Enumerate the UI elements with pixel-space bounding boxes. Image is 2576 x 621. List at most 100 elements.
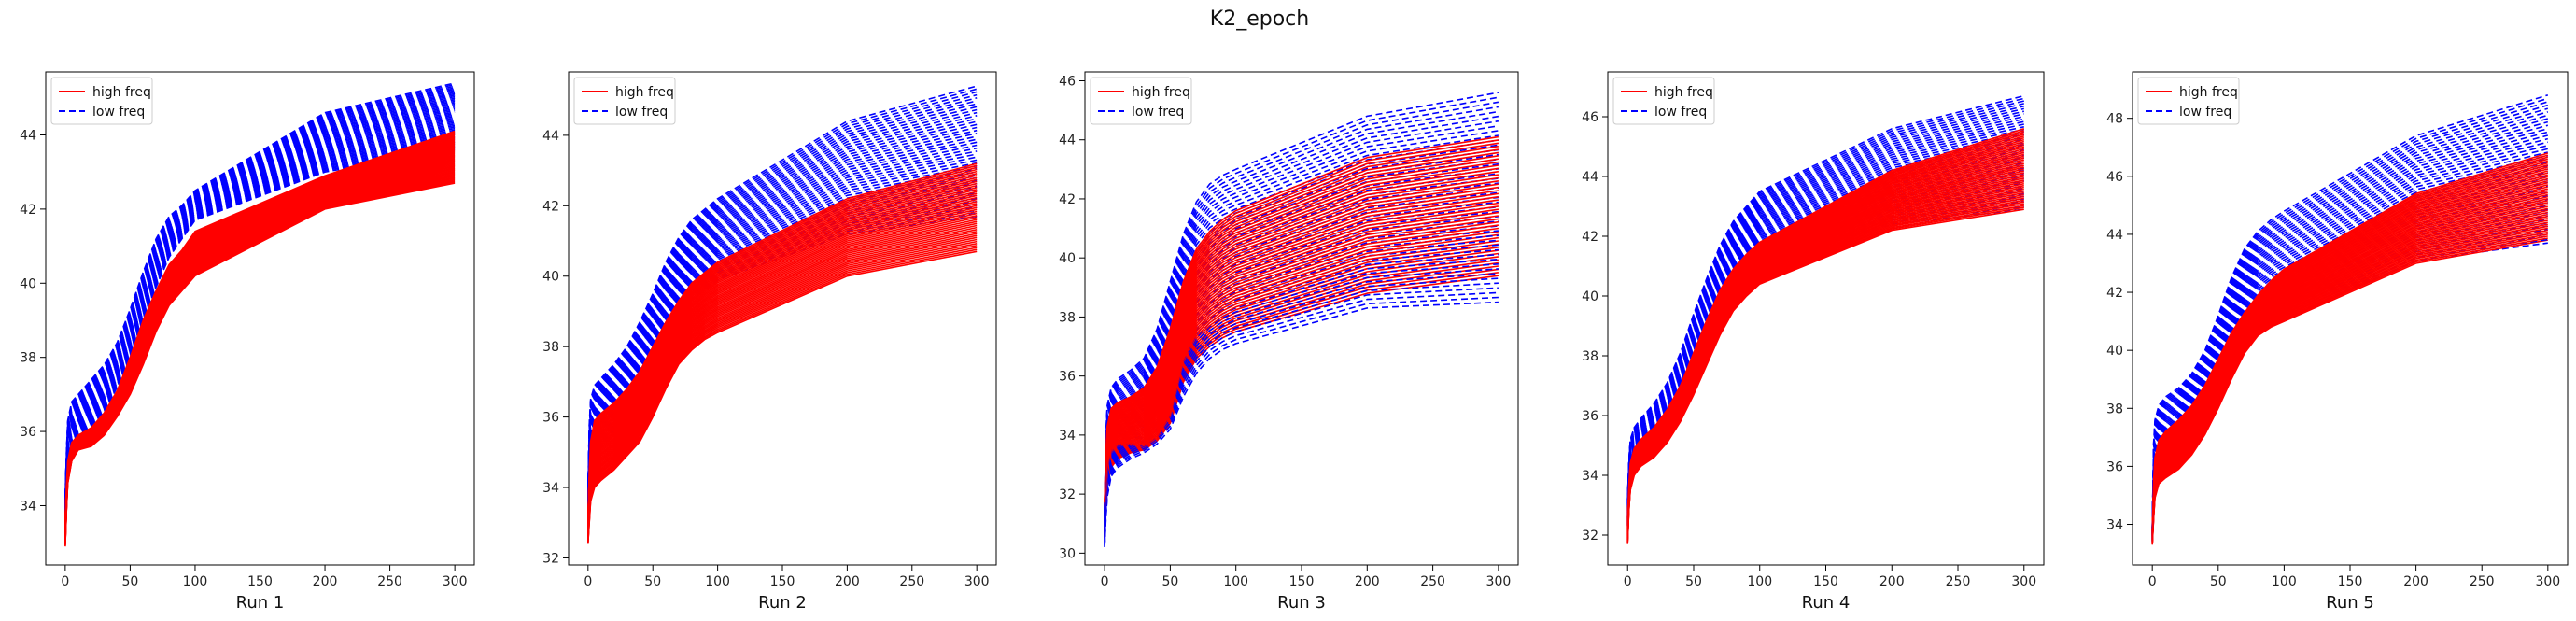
y-tick-label: 44 <box>20 128 36 143</box>
y-tick-label: 36 <box>20 425 36 440</box>
x-tick-label: 0 <box>584 574 592 589</box>
low-freq-line <box>1104 296 1499 547</box>
y-tick-label: 42 <box>20 203 36 218</box>
x-axis-label: Run 2 <box>758 593 807 613</box>
low-freq-line <box>64 82 456 495</box>
series-lines <box>1626 94 2025 544</box>
legend-high-freq-label: high freq <box>92 85 151 100</box>
y-tick-label: 44 <box>1582 170 1598 185</box>
axes-frame <box>1084 71 1519 566</box>
y-tick-label: 42 <box>2106 286 2123 301</box>
subplot-run-4: 0 50 100 150 200 250 300 32 34 36 38 40 42 44 46 Run 4 h… <box>1582 71 2045 613</box>
x-tick-label: 50 <box>2210 574 2227 589</box>
y-tick-label: 36 <box>542 411 559 426</box>
y-tick-label: 40 <box>20 276 36 291</box>
x-tick-label: 0 <box>1624 574 1632 589</box>
high-freq-line <box>1104 135 1499 501</box>
y-tick-label: 34 <box>542 481 559 496</box>
series-lines <box>2151 94 2549 545</box>
low-freq-line <box>1104 134 1499 517</box>
y-tick-label: 46 <box>1582 110 1598 125</box>
legend-box <box>50 77 153 125</box>
legend: high freq low freq <box>573 77 676 125</box>
y-tick-label: 38 <box>1059 310 1076 325</box>
x-tick-label: 100 <box>1747 574 1772 589</box>
x-tick-label: 200 <box>835 574 860 589</box>
low-freq-line <box>64 144 456 519</box>
y-tick-label: 40 <box>1582 289 1598 304</box>
high-freq-line <box>64 144 456 526</box>
y-tick-label: 38 <box>1582 349 1598 364</box>
y-tick-label: 42 <box>1582 230 1598 245</box>
series-lines <box>1104 92 1499 548</box>
x-axis-label: Run 5 <box>2326 593 2374 613</box>
y-tick-label: 34 <box>20 499 36 514</box>
x-tick-label: 50 <box>1685 574 1702 589</box>
x-tick-label: 250 <box>1946 574 1971 589</box>
y-tick-label: 44 <box>2106 228 2123 243</box>
y-tick-label: 48 <box>2106 112 2123 127</box>
x-tick-label: 300 <box>2535 574 2560 589</box>
x-tick-label: 50 <box>121 574 138 589</box>
x-tick-label: 0 <box>1101 574 1109 589</box>
x-tick-label: 300 <box>1486 574 1512 589</box>
x-tick-label: 0 <box>2148 574 2157 589</box>
y-tick-label: 40 <box>2106 344 2123 359</box>
x-tick-label: 150 <box>1813 574 1838 589</box>
low-freq-line <box>2151 97 2549 529</box>
legend-low-freq-label: low freq <box>615 105 668 120</box>
x-tick-label: 200 <box>1355 574 1380 589</box>
x-tick-label: 100 <box>183 574 208 589</box>
x-tick-label: 150 <box>2338 574 2363 589</box>
legend: high freq low freq <box>1612 77 1715 125</box>
low-freq-line <box>1626 94 2024 500</box>
high-freq-line <box>64 141 456 523</box>
y-tick-label: 32 <box>1582 529 1598 543</box>
low-freq-line <box>2151 151 2548 533</box>
y-tick-label: 36 <box>1582 409 1598 424</box>
x-tick-label: 300 <box>443 574 468 589</box>
low-freq-line <box>1104 268 1499 542</box>
y-tick-label: 32 <box>1059 487 1076 502</box>
low-freq-line <box>1104 187 1499 527</box>
x-tick-label: 100 <box>1223 574 1248 589</box>
low-freq-line <box>1104 130 1499 516</box>
series-lines <box>587 85 978 544</box>
legend-box <box>573 77 676 125</box>
legend-high-freq-label: high freq <box>615 85 674 100</box>
legend-low-freq-label: low freq <box>92 105 145 120</box>
x-tick-label: 150 <box>1289 574 1315 589</box>
legend: high freq low freq <box>2137 77 2240 125</box>
subplot-run-2: 0 50 100 150 200 250 300 32 34 36 38 40 42 44 Run 2 hig… <box>542 71 997 613</box>
low-freq-line <box>1104 101 1499 511</box>
low-freq-line <box>587 85 978 488</box>
legend-box <box>2137 77 2240 125</box>
high-freq-line <box>64 130 456 517</box>
x-tick-label: 50 <box>644 574 661 589</box>
high-freq-line <box>2151 152 2549 530</box>
legend-low-freq-label: low freq <box>2179 105 2231 120</box>
x-axis-label: Run 4 <box>1802 593 1851 613</box>
low-freq-line <box>1104 96 1499 510</box>
legend: high freq low freq <box>1090 77 1192 125</box>
series-lines <box>64 82 456 547</box>
low-freq-line <box>64 127 456 513</box>
low-freq-line <box>1626 120 2024 506</box>
x-tick-label: 300 <box>2011 574 2036 589</box>
x-tick-label: 150 <box>770 574 795 589</box>
x-tick-label: 0 <box>61 574 69 589</box>
low-freq-line <box>64 129 456 514</box>
low-freq-line <box>2151 104 2549 529</box>
x-tick-label: 100 <box>2272 574 2297 589</box>
subplot-run-5: 0 50 100 150 200 250 300 34 36 38 40 42 44 46 48 Run 5 h… <box>2106 71 2569 613</box>
x-tick-label: 100 <box>705 574 730 589</box>
high-freq-line <box>587 162 978 516</box>
x-tick-label: 200 <box>1879 574 1905 589</box>
y-tick-label: 46 <box>2106 170 2123 185</box>
x-tick-label: 200 <box>2403 574 2428 589</box>
y-tick-label: 42 <box>542 199 559 214</box>
x-tick-label: 250 <box>377 574 402 589</box>
y-tick-label: 44 <box>1059 134 1076 148</box>
y-tick-label: 42 <box>1059 192 1076 207</box>
legend-high-freq-label: high freq <box>1132 85 1190 100</box>
